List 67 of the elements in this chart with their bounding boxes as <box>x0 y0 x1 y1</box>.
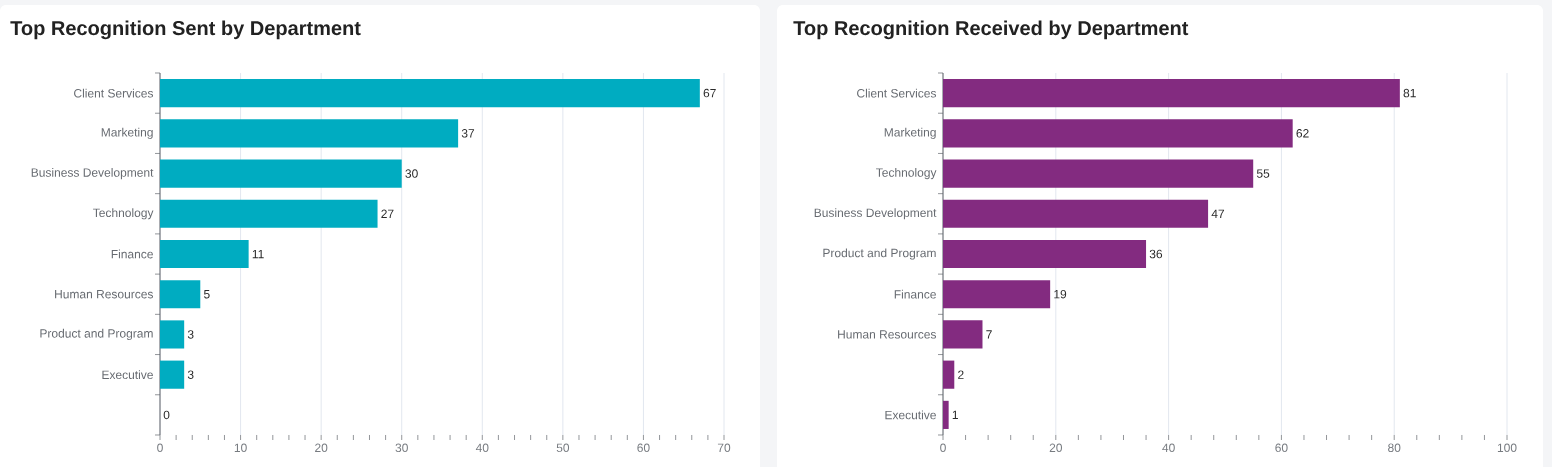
y-tick-label: Technology <box>876 167 937 180</box>
y-tick-label: Finance <box>111 249 153 259</box>
x-tick-label: 0 <box>157 443 163 453</box>
data-label: 62 <box>1296 129 1309 138</box>
y-tick-label: Human Resources <box>838 330 937 339</box>
x-tick-label: 70 <box>717 443 731 453</box>
y-tick-label: Executive <box>102 370 153 380</box>
data-label: 37 <box>461 129 475 138</box>
x-tick-label: 60 <box>637 443 650 453</box>
chart-title: Top Recognition Sent by Department <box>10 20 361 40</box>
x-tick-label: 20 <box>315 443 328 453</box>
bar <box>943 280 1051 309</box>
x-tick-label: 0 <box>940 443 946 453</box>
bar <box>943 79 1400 108</box>
bar <box>160 119 459 148</box>
data-label: 30 <box>405 169 418 178</box>
bar <box>160 320 185 349</box>
data-label: 1 <box>952 410 958 420</box>
data-label: 27 <box>381 209 394 218</box>
bar <box>943 400 949 429</box>
data-label: 5 <box>203 290 210 299</box>
bar <box>160 79 700 108</box>
data-label: 7 <box>986 330 992 339</box>
y-tick-label: Business Development <box>31 167 154 180</box>
y-tick-label: Business Development <box>814 208 937 220</box>
bar <box>943 119 1293 148</box>
data-label: 3 <box>187 330 194 339</box>
x-tick-label: 60 <box>1275 443 1288 453</box>
bar <box>160 360 185 389</box>
y-tick-label: Marketing <box>101 127 153 139</box>
x-tick-label: 100 <box>1497 443 1517 453</box>
x-tick-label: 30 <box>395 443 408 453</box>
y-tick-label: Human Resources <box>55 290 154 299</box>
bar <box>943 360 955 389</box>
bar <box>160 199 378 228</box>
data-label: 19 <box>1054 289 1067 299</box>
chart-title: Top Recognition Received by Department <box>793 20 1189 40</box>
x-tick-label: 40 <box>1162 443 1175 453</box>
bar <box>943 320 983 349</box>
data-label: 36 <box>1149 249 1163 259</box>
data-label: 2 <box>958 370 964 379</box>
data-label: 0 <box>163 410 170 420</box>
y-tick-label: Finance <box>894 289 936 299</box>
data-label: 3 <box>187 370 194 379</box>
data-label: 47 <box>1211 209 1225 218</box>
y-tick-label: Client Services <box>857 88 937 98</box>
x-tick-label: 10 <box>234 443 247 453</box>
data-label: 67 <box>703 88 716 98</box>
bar <box>160 159 402 188</box>
x-tick-label: 20 <box>1049 443 1063 453</box>
x-tick-label: 40 <box>475 443 489 453</box>
data-label: 81 <box>1403 88 1416 98</box>
y-tick-label: Marketing <box>884 127 936 139</box>
bar <box>943 239 1147 269</box>
bar <box>943 159 1254 188</box>
x-tick-label: 80 <box>1388 443 1401 453</box>
bar <box>160 280 201 309</box>
bar <box>160 239 249 269</box>
y-tick-label: Client Services <box>74 88 154 98</box>
y-tick-label: Product and Program <box>823 248 936 260</box>
bar <box>943 199 1209 228</box>
x-tick-label: 50 <box>556 443 570 453</box>
y-tick-label: Product and Program <box>40 328 153 341</box>
y-tick-label: Technology <box>93 208 154 220</box>
data-label: 11 <box>252 249 264 259</box>
y-tick-label: Executive <box>885 410 936 420</box>
data-label: 55 <box>1256 169 1270 178</box>
